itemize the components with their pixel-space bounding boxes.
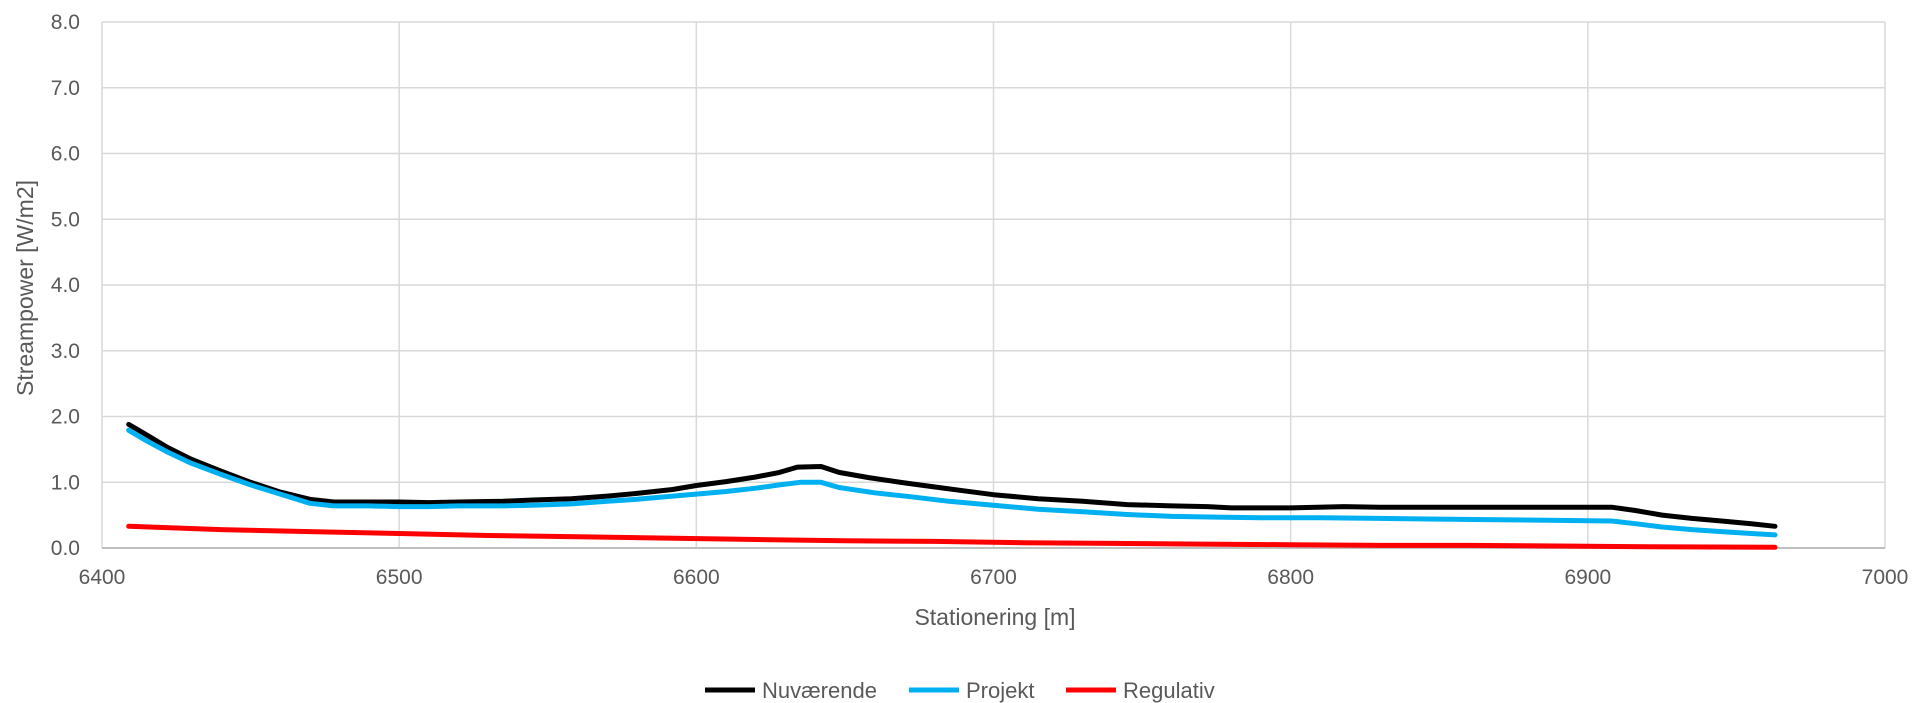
y-tick-label: 2.0 bbox=[51, 406, 80, 429]
x-tick-label: 6900 bbox=[1564, 566, 1611, 589]
legend-label: Projekt bbox=[966, 678, 1034, 703]
legend-label: Regulativ bbox=[1123, 678, 1215, 703]
y-axis-ticks: 0.0 1.0 2.0 3.0 4.0 5.0 6.0 7.0 8.0 bbox=[51, 11, 80, 560]
x-tick-label: 6500 bbox=[376, 566, 423, 589]
y-tick-label: 8.0 bbox=[51, 11, 80, 34]
y-tick-label: 6.0 bbox=[51, 143, 80, 166]
y-axis-label: Streampower [W/m2] bbox=[12, 180, 38, 396]
x-tick-label: 6800 bbox=[1267, 566, 1314, 589]
series-line-regulativ bbox=[126, 523, 1778, 550]
legend: Nuværende Projekt Regulativ bbox=[705, 678, 1215, 703]
y-tick-label: 4.0 bbox=[51, 274, 80, 297]
y-tick-label: 7.0 bbox=[51, 77, 80, 100]
series-line-nuværende bbox=[126, 421, 1778, 529]
x-tick-label: 7000 bbox=[1862, 566, 1909, 589]
x-tick-label: 6600 bbox=[673, 566, 720, 589]
grid-lines bbox=[101, 21, 1886, 549]
legend-label: Nuværende bbox=[762, 678, 877, 703]
legend-item-regulativ[interactable]: Regulativ bbox=[1066, 678, 1215, 703]
series-line-projekt bbox=[126, 427, 1778, 538]
x-tick-label: 6400 bbox=[79, 566, 126, 589]
y-tick-label: 5.0 bbox=[51, 208, 80, 231]
y-tick-label: 1.0 bbox=[51, 471, 80, 494]
legend-item-projekt[interactable]: Projekt bbox=[909, 678, 1034, 703]
legend-item-nuværende[interactable]: Nuværende bbox=[705, 678, 877, 703]
x-axis-ticks: 6400 6500 6600 6700 6800 6900 7000 bbox=[79, 566, 1909, 589]
series-lines bbox=[126, 421, 1778, 550]
x-axis-label: Stationering [m] bbox=[914, 604, 1075, 630]
y-tick-label: 3.0 bbox=[51, 340, 80, 363]
x-tick-label: 6700 bbox=[970, 566, 1017, 589]
y-tick-label: 0.0 bbox=[51, 537, 80, 560]
